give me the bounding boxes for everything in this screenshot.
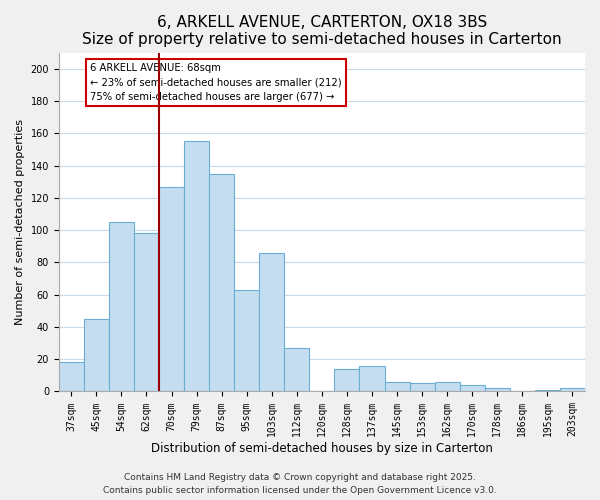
Bar — [434, 382, 460, 392]
X-axis label: Distribution of semi-detached houses by size in Carterton: Distribution of semi-detached houses by … — [151, 442, 493, 455]
Text: Contains HM Land Registry data © Crown copyright and database right 2025.
Contai: Contains HM Land Registry data © Crown c… — [103, 473, 497, 495]
Bar — [159, 186, 184, 392]
Bar — [184, 142, 209, 392]
Bar — [535, 390, 560, 392]
Bar — [59, 362, 84, 392]
Bar — [359, 366, 385, 392]
Bar — [209, 174, 234, 392]
Bar — [234, 290, 259, 392]
Bar — [334, 369, 359, 392]
Bar — [134, 234, 159, 392]
Bar — [84, 319, 109, 392]
Bar — [410, 384, 434, 392]
Bar — [109, 222, 134, 392]
Bar — [284, 348, 310, 392]
Title: 6, ARKELL AVENUE, CARTERTON, OX18 3BS
Size of property relative to semi-detached: 6, ARKELL AVENUE, CARTERTON, OX18 3BS Si… — [82, 15, 562, 48]
Bar — [385, 382, 410, 392]
Y-axis label: Number of semi-detached properties: Number of semi-detached properties — [15, 119, 25, 325]
Text: 6 ARKELL AVENUE: 68sqm
← 23% of semi-detached houses are smaller (212)
75% of se: 6 ARKELL AVENUE: 68sqm ← 23% of semi-det… — [91, 63, 342, 102]
Bar — [460, 385, 485, 392]
Bar — [485, 388, 510, 392]
Bar — [259, 253, 284, 392]
Bar — [560, 388, 585, 392]
